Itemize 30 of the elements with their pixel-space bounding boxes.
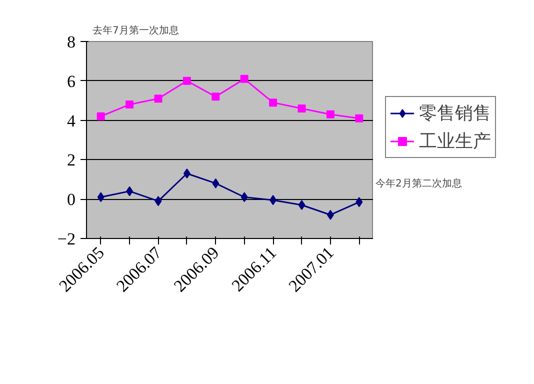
point <box>126 100 134 109</box>
legend-label: 工业生产 <box>419 130 491 153</box>
point <box>240 74 248 83</box>
point <box>182 76 191 85</box>
y-tick-label: 4 <box>67 111 76 130</box>
point <box>154 94 162 103</box>
point <box>326 210 334 220</box>
text: 去年7月第一次加息 <box>92 24 179 36</box>
point <box>126 186 134 196</box>
point <box>240 192 248 202</box>
y-tick-label: 0 <box>67 190 76 210</box>
point <box>212 92 220 101</box>
y-tick-label: −2 <box>57 230 76 248</box>
point <box>326 110 334 118</box>
point <box>269 98 278 107</box>
y-tick-label: 6 <box>67 72 76 91</box>
point <box>298 200 306 210</box>
text: 今年2月第二次加息 <box>376 178 462 190</box>
point <box>96 112 105 120</box>
point <box>97 192 104 202</box>
y-tick-label: 8 <box>67 32 76 52</box>
point <box>212 178 220 188</box>
point <box>298 104 306 112</box>
point <box>183 168 190 178</box>
point <box>355 114 364 122</box>
point <box>356 197 363 208</box>
point <box>154 196 162 206</box>
point <box>270 195 277 206</box>
y-tick-label: 2 <box>67 150 76 170</box>
legend-label: 零售销售 <box>419 102 491 125</box>
